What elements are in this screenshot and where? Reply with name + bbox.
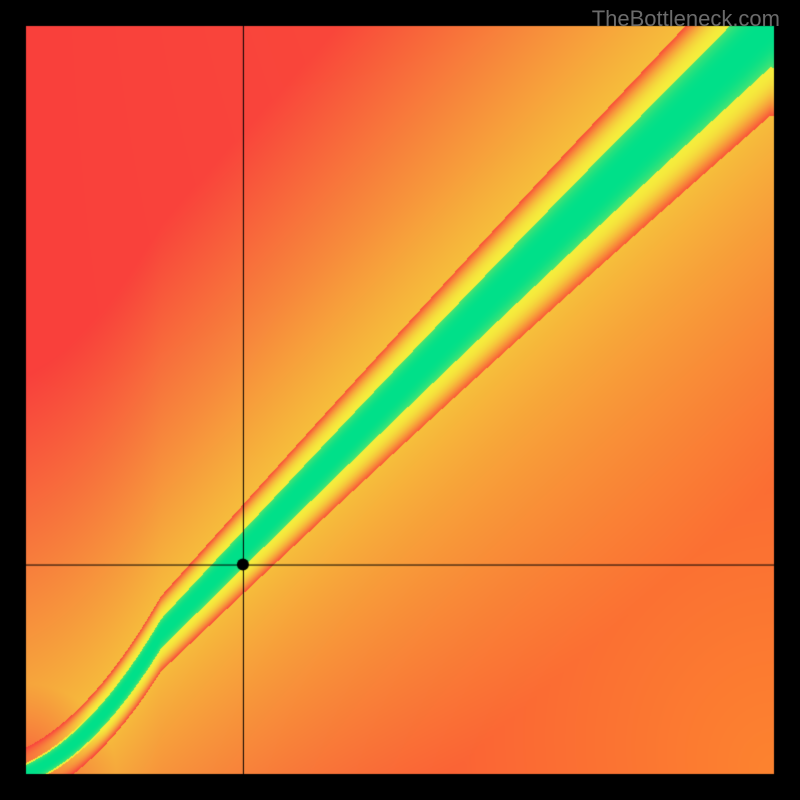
watermark-text: TheBottleneck.com [592,6,780,32]
heatmap-canvas [0,0,800,800]
chart-container: TheBottleneck.com [0,0,800,800]
